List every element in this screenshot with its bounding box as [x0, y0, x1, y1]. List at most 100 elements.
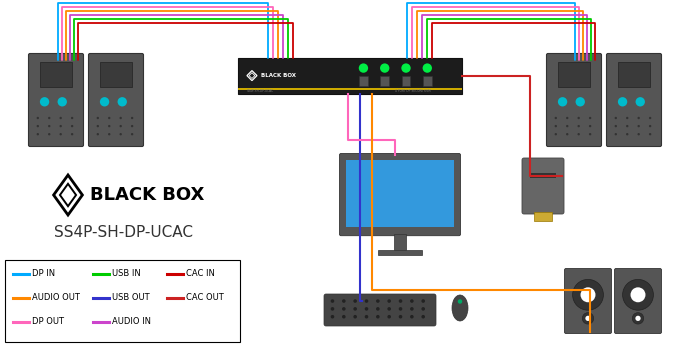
Circle shape	[423, 64, 432, 73]
Circle shape	[387, 315, 391, 318]
Circle shape	[589, 125, 591, 127]
Bar	[377, 249, 422, 255]
Circle shape	[399, 307, 402, 311]
Circle shape	[421, 299, 425, 303]
Bar	[618, 62, 650, 87]
Circle shape	[632, 313, 644, 324]
Circle shape	[60, 117, 62, 119]
Circle shape	[359, 64, 368, 73]
Circle shape	[580, 287, 596, 302]
Circle shape	[36, 125, 39, 127]
Circle shape	[421, 307, 425, 311]
Circle shape	[120, 125, 122, 127]
Text: AUDIO OUT: AUDIO OUT	[32, 293, 80, 303]
Circle shape	[638, 117, 640, 119]
Circle shape	[387, 299, 391, 303]
Circle shape	[330, 307, 335, 311]
Circle shape	[330, 315, 335, 318]
Circle shape	[566, 125, 568, 127]
Text: USB OUT: USB OUT	[112, 293, 150, 303]
Text: USB IN: USB IN	[112, 270, 141, 278]
Circle shape	[100, 97, 109, 106]
Circle shape	[365, 315, 368, 318]
FancyBboxPatch shape	[615, 269, 662, 334]
Circle shape	[71, 133, 74, 135]
Circle shape	[60, 125, 62, 127]
Circle shape	[626, 117, 629, 119]
Circle shape	[566, 117, 568, 119]
Circle shape	[649, 125, 651, 127]
Circle shape	[71, 117, 74, 119]
Circle shape	[48, 133, 50, 135]
Circle shape	[618, 97, 627, 106]
Text: SS4P-SH-DP-UCAC: SS4P-SH-DP-UCAC	[247, 90, 274, 93]
Text: AUDIO IN: AUDIO IN	[112, 318, 151, 326]
FancyBboxPatch shape	[606, 53, 662, 147]
Circle shape	[354, 315, 357, 318]
Bar	[535, 212, 552, 221]
Circle shape	[631, 287, 645, 302]
Circle shape	[376, 299, 379, 303]
Circle shape	[399, 299, 402, 303]
Circle shape	[649, 117, 651, 119]
Circle shape	[380, 64, 389, 73]
FancyBboxPatch shape	[88, 53, 144, 147]
Circle shape	[558, 97, 567, 106]
Circle shape	[97, 125, 99, 127]
Text: 4 PORT DP SECURE KVM: 4 PORT DP SECURE KVM	[395, 90, 430, 93]
Circle shape	[120, 117, 122, 119]
Circle shape	[108, 125, 111, 127]
Ellipse shape	[452, 295, 468, 321]
Text: CAC OUT: CAC OUT	[186, 293, 224, 303]
Circle shape	[578, 133, 580, 135]
Circle shape	[636, 316, 640, 321]
Text: BLACK BOX: BLACK BOX	[261, 73, 296, 78]
Bar	[380, 76, 389, 86]
Circle shape	[342, 299, 346, 303]
Circle shape	[131, 133, 133, 135]
Circle shape	[585, 316, 591, 321]
Bar	[238, 87, 462, 90]
FancyBboxPatch shape	[324, 294, 436, 326]
Bar	[402, 76, 410, 86]
FancyBboxPatch shape	[564, 269, 612, 334]
Circle shape	[615, 125, 617, 127]
Circle shape	[566, 133, 568, 135]
Circle shape	[575, 97, 585, 106]
Circle shape	[48, 125, 50, 127]
Circle shape	[131, 117, 133, 119]
Circle shape	[573, 279, 603, 310]
Circle shape	[376, 307, 379, 311]
Circle shape	[48, 117, 50, 119]
Bar	[423, 76, 432, 86]
Circle shape	[330, 299, 335, 303]
Circle shape	[554, 117, 557, 119]
Circle shape	[636, 97, 645, 106]
Circle shape	[108, 117, 111, 119]
Circle shape	[589, 117, 591, 119]
Bar	[5, 260, 240, 342]
Circle shape	[554, 125, 557, 127]
Circle shape	[120, 133, 122, 135]
Circle shape	[626, 133, 629, 135]
Circle shape	[97, 117, 99, 119]
Circle shape	[458, 299, 462, 304]
Circle shape	[649, 133, 651, 135]
Circle shape	[36, 133, 39, 135]
Circle shape	[376, 315, 379, 318]
Bar	[559, 62, 589, 87]
Circle shape	[615, 133, 617, 135]
Circle shape	[71, 125, 74, 127]
Circle shape	[615, 117, 617, 119]
Circle shape	[342, 315, 346, 318]
Circle shape	[60, 133, 62, 135]
Bar	[41, 62, 71, 87]
Bar	[359, 76, 368, 86]
Circle shape	[589, 133, 591, 135]
Circle shape	[622, 279, 653, 310]
Bar	[530, 173, 556, 178]
Circle shape	[578, 125, 580, 127]
Bar	[394, 234, 406, 249]
Circle shape	[365, 299, 368, 303]
Circle shape	[354, 307, 357, 311]
